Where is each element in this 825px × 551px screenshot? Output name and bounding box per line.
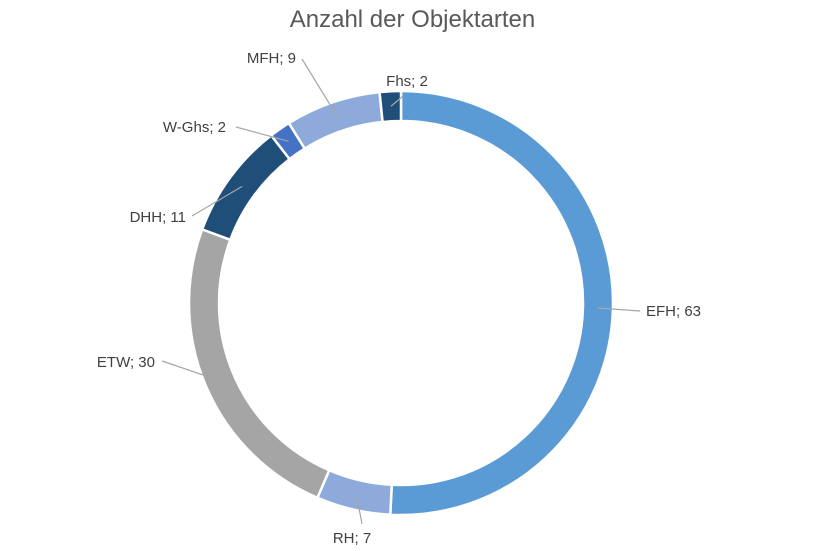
leader-line-fhs (390, 95, 404, 107)
data-label-etw: ETW; 30 (97, 354, 155, 371)
data-labels-layer: EFH; 63 RH; 7 ETW; 30 DHH; 11 W-Ghs; 2 MFH; 9… (97, 50, 701, 547)
data-label-mfh: MFH; 9 (247, 50, 296, 67)
leader-line-mfh (301, 58, 338, 117)
leader-line-etw (161, 360, 221, 382)
chart-title: Anzahl der Objektarten (289, 6, 536, 33)
data-label-efh: EFH; 63 (646, 303, 701, 320)
leader-line-rh (355, 494, 363, 525)
slice-mfh (287, 90, 384, 150)
data-label-w-ghs: W-Ghs; 2 (163, 119, 226, 136)
data-label-rh: RH; 7 (333, 530, 371, 547)
slice-fhs (378, 89, 403, 124)
leader-lines-layer (161, 58, 641, 525)
data-label-dhh: DHH; 11 (130, 209, 186, 226)
slice-etw (187, 228, 331, 500)
leader-line-dhh (191, 185, 243, 217)
slices-layer (187, 89, 615, 517)
leader-line-efh (597, 307, 641, 312)
slice-rh (316, 469, 394, 516)
data-label-fhs: Fhs; 2 (386, 73, 428, 90)
leader-line-w-ghs (235, 126, 289, 142)
slice-efh (389, 89, 615, 517)
slice-dhh (200, 134, 291, 242)
